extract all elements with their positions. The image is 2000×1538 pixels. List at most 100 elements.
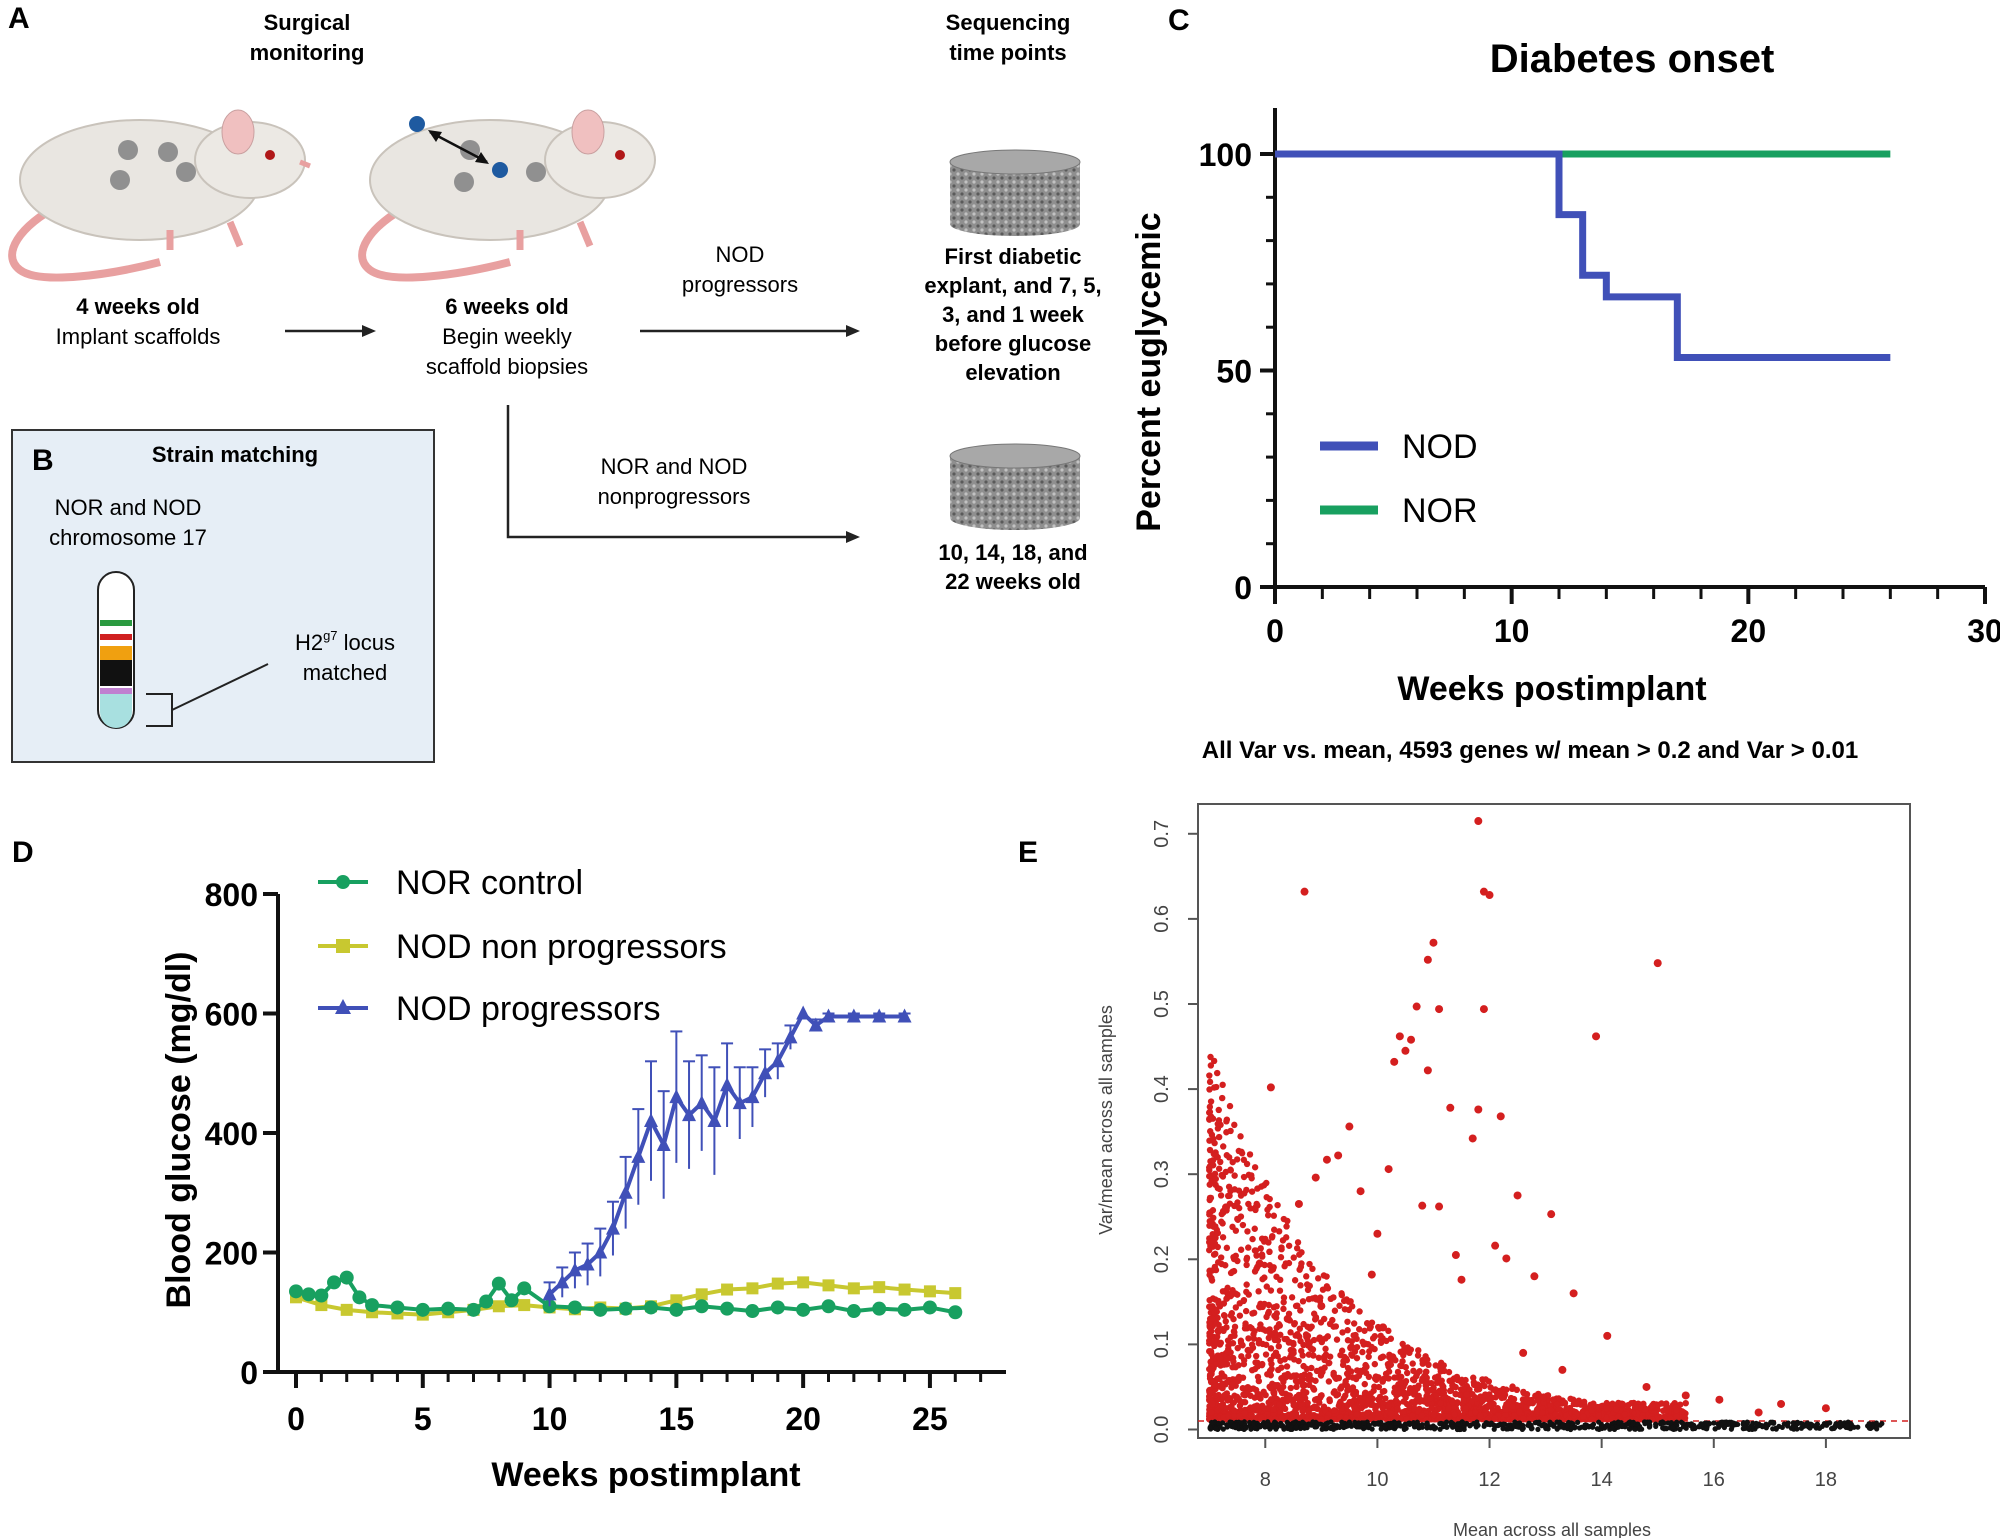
gene-point-outlier bbox=[1821, 1404, 1830, 1413]
chart-e-frame bbox=[1197, 803, 1911, 1439]
gene-point-outlier bbox=[1401, 1046, 1410, 1055]
data-point bbox=[518, 1299, 531, 1312]
gene-point-red bbox=[1673, 1407, 1680, 1414]
gene-point-red bbox=[1502, 1406, 1509, 1413]
data-point bbox=[720, 1077, 735, 1092]
gene-point-red bbox=[1237, 1133, 1244, 1140]
gene-point-black bbox=[1515, 1424, 1521, 1430]
gene-point-red bbox=[1206, 1365, 1213, 1373]
gene-point-black bbox=[1831, 1424, 1838, 1430]
gene-point-red bbox=[1299, 1382, 1307, 1389]
gene-point-red bbox=[1472, 1409, 1479, 1416]
data-point bbox=[720, 1301, 735, 1316]
x-tick-label: 20 bbox=[785, 1401, 821, 1437]
gene-point-red bbox=[1270, 1212, 1278, 1219]
gene-point-red bbox=[1224, 1397, 1232, 1404]
gene-point-red bbox=[1220, 1300, 1228, 1307]
timepoint1-5: elevation bbox=[965, 360, 1060, 385]
gene-point-red bbox=[1229, 1381, 1236, 1388]
gene-point-red bbox=[1227, 1312, 1235, 1319]
gene-point-red bbox=[1267, 1267, 1275, 1274]
gene-point-red bbox=[1220, 1361, 1228, 1368]
gene-point-black bbox=[1344, 1423, 1351, 1429]
gene-point-black bbox=[1730, 1421, 1736, 1427]
arrow-nod-progressors-1: NOD bbox=[716, 242, 765, 267]
gene-point-red bbox=[1227, 1166, 1234, 1173]
gene-point-red bbox=[1588, 1407, 1596, 1415]
gene-point-red bbox=[1236, 1312, 1244, 1319]
gene-point-red bbox=[1266, 1195, 1273, 1203]
gene-point-red bbox=[1433, 1379, 1441, 1386]
gene-point-red bbox=[1310, 1336, 1318, 1344]
gene-point-red bbox=[1673, 1413, 1681, 1420]
gene-point-red bbox=[1385, 1375, 1392, 1382]
gene-point-outlier bbox=[1379, 1323, 1388, 1332]
gene-point-red bbox=[1428, 1379, 1435, 1387]
data-point bbox=[796, 1005, 811, 1020]
gene-point-red bbox=[1379, 1378, 1386, 1385]
gene-point-red bbox=[1539, 1409, 1546, 1416]
gene-point-black bbox=[1630, 1420, 1636, 1427]
gene-point-black bbox=[1703, 1420, 1710, 1426]
x-tick-label: 15 bbox=[659, 1401, 695, 1437]
data-point bbox=[821, 1299, 836, 1314]
gene-point-red bbox=[1312, 1315, 1320, 1322]
gene-point-red bbox=[1279, 1383, 1287, 1391]
gene-point-red bbox=[1213, 1320, 1220, 1327]
gene-point-red bbox=[1321, 1364, 1328, 1371]
gene-point-red bbox=[1336, 1302, 1343, 1309]
gene-point-red bbox=[1403, 1415, 1410, 1423]
gene-point-red bbox=[1534, 1397, 1541, 1404]
gene-point-red bbox=[1485, 1402, 1492, 1409]
gene-point-red bbox=[1235, 1204, 1243, 1212]
chart-e-point-cloud bbox=[1206, 1053, 1885, 1433]
chart-d-xlabel: Weeks postimplant bbox=[491, 1456, 800, 1494]
gene-point-black bbox=[1535, 1426, 1541, 1432]
gene-point-red bbox=[1252, 1352, 1260, 1360]
gene-point-red bbox=[1402, 1394, 1409, 1401]
gene-point-black bbox=[1770, 1426, 1776, 1432]
data-point bbox=[922, 1300, 937, 1315]
x-tick-label: 10 bbox=[532, 1401, 568, 1437]
gene-point-red bbox=[1277, 1409, 1284, 1416]
gene-point-black bbox=[1339, 1422, 1345, 1428]
data-point bbox=[669, 1089, 684, 1104]
gene-point-black bbox=[1519, 1425, 1525, 1431]
gene-point-red bbox=[1206, 1078, 1214, 1086]
gene-point-red bbox=[1212, 1175, 1220, 1183]
gene-point-red bbox=[1248, 1341, 1256, 1348]
panel-c: C Diabetes onset Percent euglycemic Week… bbox=[1130, 4, 2000, 708]
gene-point-outlier bbox=[1317, 1302, 1326, 1311]
gene-point-red bbox=[1580, 1413, 1587, 1421]
scaffold-dot bbox=[118, 140, 138, 160]
gene-point-red bbox=[1222, 1318, 1229, 1325]
gene-point-red bbox=[1304, 1323, 1311, 1330]
gene-point-red bbox=[1255, 1336, 1263, 1344]
gene-point-black bbox=[1741, 1423, 1747, 1430]
gene-point-red bbox=[1319, 1286, 1327, 1293]
gene-point-red bbox=[1449, 1383, 1457, 1390]
gene-point-red bbox=[1285, 1396, 1292, 1403]
gene-point-outlier bbox=[1468, 1134, 1477, 1143]
x-tick-label: 20 bbox=[1731, 613, 1767, 649]
gene-point-red bbox=[1356, 1308, 1363, 1315]
gene-point-red bbox=[1209, 1157, 1217, 1164]
gene-point-red bbox=[1305, 1351, 1313, 1358]
gene-point-red bbox=[1419, 1360, 1426, 1367]
data-point bbox=[631, 1148, 646, 1163]
gene-point-black bbox=[1374, 1421, 1380, 1427]
gene-point-red bbox=[1223, 1152, 1231, 1159]
gene-point-red bbox=[1348, 1303, 1356, 1310]
gene-point-red bbox=[1206, 1108, 1214, 1116]
gene-point-red bbox=[1218, 1210, 1225, 1218]
gene-point-red bbox=[1219, 1081, 1226, 1089]
gene-point-red bbox=[1254, 1373, 1262, 1381]
gene-point-red bbox=[1276, 1287, 1284, 1294]
gene-point-red bbox=[1219, 1288, 1227, 1295]
gene-point-red bbox=[1240, 1360, 1248, 1368]
gene-point-red bbox=[1326, 1397, 1333, 1405]
gene-point-black bbox=[1545, 1426, 1551, 1432]
data-point bbox=[365, 1298, 380, 1313]
gene-point-outlier bbox=[1311, 1173, 1320, 1182]
gene-point-red bbox=[1206, 1103, 1214, 1111]
